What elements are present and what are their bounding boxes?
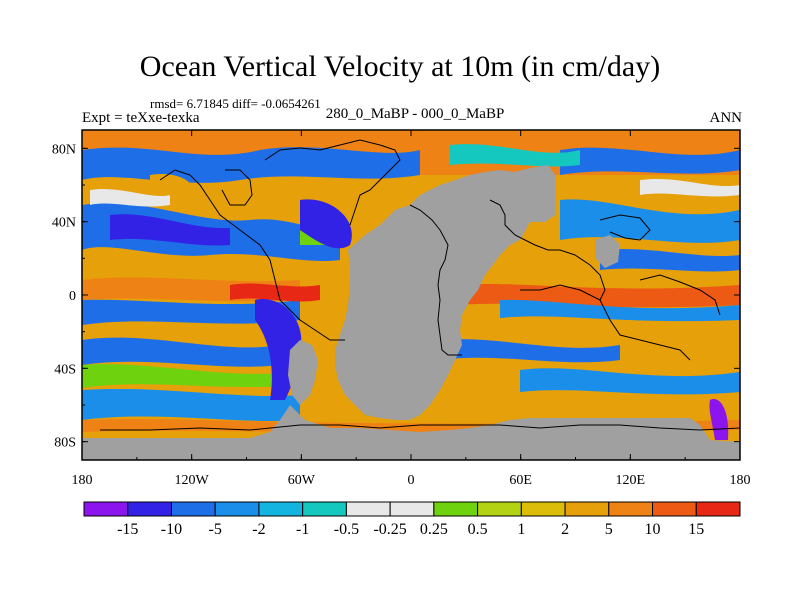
colorbar-box	[214, 501, 260, 517]
x-tick-label: 180	[730, 473, 751, 488]
y-tick-label: 40S	[54, 362, 76, 377]
colorbar-box	[520, 501, 566, 517]
x-tick-label: 60W	[288, 473, 316, 488]
colorbar-label: 0.5	[468, 521, 488, 538]
colorbar-label: 1	[517, 521, 525, 538]
colorbar-box	[652, 501, 697, 517]
colorbar-box	[170, 501, 216, 517]
y-tick-label: 0	[69, 289, 76, 304]
plot-title: Ocean Vertical Velocity at 10m (in cm/da…	[139, 50, 661, 83]
land-south-fragment	[288, 340, 318, 405]
x-tick-label: 120W	[175, 473, 210, 488]
experiment-label: Expt = teXxe-texka	[82, 110, 200, 126]
case-label: 280_0_MaBP - 000_0_MaBP	[325, 106, 505, 122]
land-antarctica	[82, 405, 740, 460]
colorbar-box	[127, 501, 172, 517]
colorbar: -15 -10 -5 -2 -1 -0.5 -0.25 0.25 0.5 1 2 5 10 15	[83, 501, 741, 538]
colorbar-label: 10	[645, 521, 661, 538]
colorbar-box	[389, 501, 435, 517]
x-axis: 180 120W 60W 0 60E 120E 180	[72, 130, 751, 488]
colorbar-box	[477, 501, 522, 517]
land-north-fragment	[440, 195, 470, 220]
colorbar-box	[433, 501, 479, 517]
rmsd-diff-stats: rmsd= 6.71845 diff= -0.0654261	[150, 96, 321, 111]
colorbar-box	[258, 501, 304, 517]
x-tick-label: 120E	[616, 473, 646, 488]
colorbar-box	[564, 501, 610, 517]
colorbar-label: -2	[252, 521, 265, 538]
colorbar-label: -15	[117, 521, 138, 538]
colorbar-label: 2	[561, 521, 569, 538]
colorbar-box	[83, 501, 129, 517]
coastlines	[100, 139, 740, 431]
colorbar-label: -0.5	[334, 521, 359, 538]
land-masses	[82, 165, 740, 460]
colorbar-label: -0.25	[373, 521, 406, 538]
season-label: ANN	[709, 110, 743, 126]
y-tick-label: 40N	[52, 216, 76, 231]
land-east-fragment	[595, 235, 620, 268]
colorbar-label: -1	[296, 521, 309, 538]
colorbar-box	[345, 501, 391, 517]
colorbar-label: 5	[605, 521, 613, 538]
y-tick-label: 80S	[54, 436, 76, 451]
y-axis: 80N 40N 0 40S 80S	[52, 142, 740, 451]
colorbar-label: -10	[161, 521, 182, 538]
colorbar-label: -5	[209, 521, 222, 538]
colorbar-box	[695, 501, 741, 517]
land-pangaea	[335, 165, 555, 420]
colorbar-box	[302, 501, 347, 517]
x-tick-label: 180	[72, 473, 93, 488]
x-tick-label: 60E	[509, 473, 532, 488]
colorbar-label: 15	[688, 521, 704, 538]
x-tick-label: 0	[408, 473, 415, 488]
colorbar-label: 0.25	[420, 521, 448, 538]
colorbar-box	[608, 501, 654, 517]
y-tick-label: 80N	[52, 142, 76, 157]
